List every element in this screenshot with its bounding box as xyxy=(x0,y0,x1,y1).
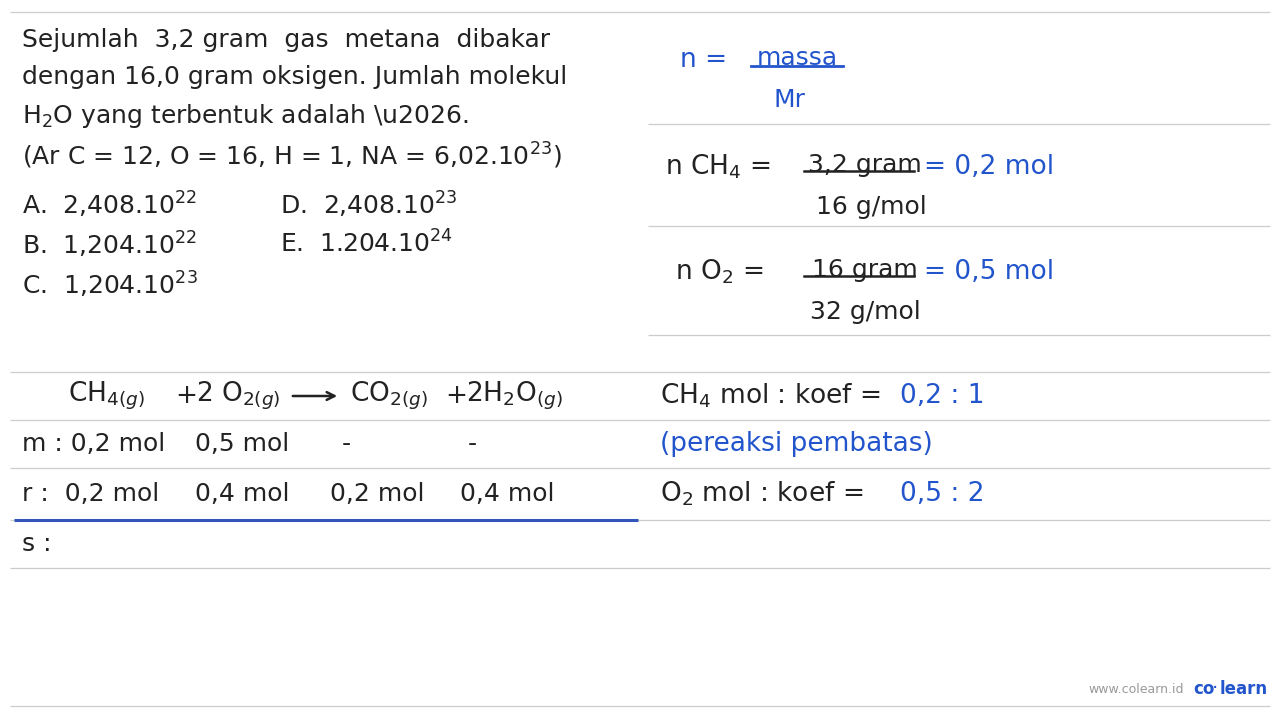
Text: 0,5 mol: 0,5 mol xyxy=(195,432,289,456)
Text: learn: learn xyxy=(1220,680,1268,698)
Text: n CH$_4$ =: n CH$_4$ = xyxy=(666,153,771,181)
Text: dengan 16,0 gram oksigen. Jumlah molekul: dengan 16,0 gram oksigen. Jumlah molekul xyxy=(22,65,567,89)
Text: CH$_4$ mol : koef =: CH$_4$ mol : koef = xyxy=(660,382,883,410)
Text: -: - xyxy=(342,432,351,456)
Text: (pereaksi pembatas): (pereaksi pembatas) xyxy=(660,431,933,457)
Text: www.colearn.id: www.colearn.id xyxy=(1088,683,1184,696)
Text: A.  2,408.10$^{22}$: A. 2,408.10$^{22}$ xyxy=(22,190,197,220)
Text: B.  1,204.10$^{22}$: B. 1,204.10$^{22}$ xyxy=(22,230,197,260)
Text: Mr: Mr xyxy=(773,88,805,112)
Text: E.  1.204.10$^{24}$: E. 1.204.10$^{24}$ xyxy=(280,230,453,257)
Text: H$_2$O yang terbentuk adalah \u2026.: H$_2$O yang terbentuk adalah \u2026. xyxy=(22,102,468,130)
Text: 3,2 gram: 3,2 gram xyxy=(808,153,922,177)
Text: O$_2$ mol : koef =: O$_2$ mol : koef = xyxy=(660,480,867,508)
Text: m : 0,2 mol: m : 0,2 mol xyxy=(22,432,165,456)
Text: C.  1,204.10$^{23}$: C. 1,204.10$^{23}$ xyxy=(22,270,197,300)
Text: +: + xyxy=(175,383,197,409)
Text: 16 g/mol: 16 g/mol xyxy=(817,195,927,219)
Text: CO$_{2(g)}$: CO$_{2(g)}$ xyxy=(349,380,428,412)
Text: 16 gram: 16 gram xyxy=(812,258,918,282)
Text: r :  0,2 mol: r : 0,2 mol xyxy=(22,482,159,506)
Text: s :: s : xyxy=(22,532,51,556)
Text: 0,4 mol: 0,4 mol xyxy=(460,482,554,506)
Text: (Ar C = 12, O = 16, H = 1, NA = 6,02.10$^{23}$): (Ar C = 12, O = 16, H = 1, NA = 6,02.10$… xyxy=(22,141,562,171)
Text: = 0,5 mol: = 0,5 mol xyxy=(924,259,1055,285)
Text: co: co xyxy=(1193,680,1215,698)
Text: 2 O$_{2(g)}$: 2 O$_{2(g)}$ xyxy=(196,380,280,412)
Text: -: - xyxy=(468,432,477,456)
Text: 2H$_2$O$_{(g)}$: 2H$_2$O$_{(g)}$ xyxy=(466,380,563,412)
Text: 0,2 : 1: 0,2 : 1 xyxy=(900,383,984,409)
Text: D.  2,408.10$^{23}$: D. 2,408.10$^{23}$ xyxy=(280,190,457,220)
Text: 0,5 : 2: 0,5 : 2 xyxy=(900,481,984,507)
Text: massa: massa xyxy=(756,46,838,70)
Text: 32 g/mol: 32 g/mol xyxy=(810,300,920,324)
Text: 0,2 mol: 0,2 mol xyxy=(330,482,425,506)
Text: ·: · xyxy=(1212,679,1219,698)
Text: n O$_2$ =: n O$_2$ = xyxy=(675,258,763,287)
Text: n =: n = xyxy=(680,47,727,73)
Text: = 0,2 mol: = 0,2 mol xyxy=(924,154,1055,180)
Text: CH$_{4(g)}$: CH$_{4(g)}$ xyxy=(68,380,145,412)
Text: +: + xyxy=(445,383,467,409)
Text: Sejumlah  3,2 gram  gas  metana  dibakar: Sejumlah 3,2 gram gas metana dibakar xyxy=(22,28,550,52)
Text: 0,4 mol: 0,4 mol xyxy=(195,482,289,506)
